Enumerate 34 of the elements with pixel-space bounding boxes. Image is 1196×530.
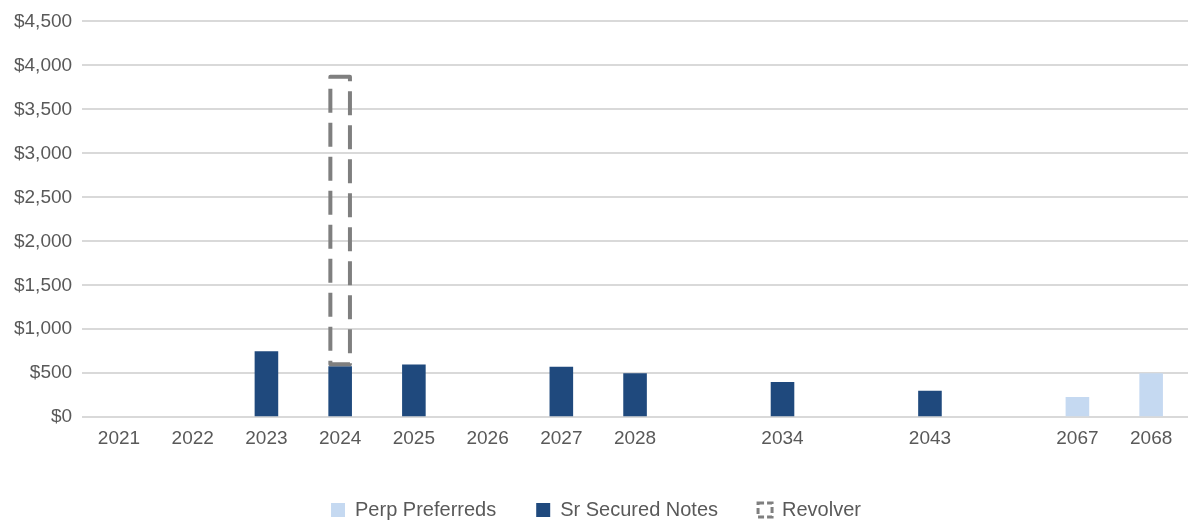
- legend-label: Perp Preferreds: [355, 497, 497, 520]
- bar: [254, 351, 279, 417]
- y-tick-label: $2,500: [13, 185, 73, 207]
- y-tick-label: $1,500: [13, 273, 73, 295]
- y-tick-label: $0: [50, 405, 73, 427]
- bar: [549, 366, 574, 417]
- y-tick-label: $4,000: [13, 53, 73, 75]
- y-tick-label: $2,000: [13, 229, 73, 251]
- x-tick-label: 2023: [245, 426, 288, 448]
- y-tick-label: $3,500: [13, 97, 73, 119]
- legend-label: Sr Secured Notes: [560, 497, 719, 520]
- y-tick-label: $3,000: [13, 141, 73, 163]
- y-tick-label: $1,000: [13, 317, 73, 339]
- bar: [918, 390, 942, 417]
- x-tick-label: 2026: [466, 426, 509, 448]
- bar: [328, 366, 352, 417]
- y-tick-label: $4,500: [13, 9, 73, 31]
- bar: [402, 364, 426, 417]
- x-tick-label: 2068: [1130, 426, 1173, 448]
- x-tick-label: 2067: [1056, 426, 1099, 448]
- x-tick-label: 2021: [97, 426, 141, 448]
- y-tick-label: $500: [29, 361, 73, 383]
- bar: [1139, 373, 1163, 417]
- x-tick-label: 2024: [319, 426, 362, 448]
- x-tick-label: 2034: [761, 426, 805, 448]
- x-tick-label: 2043: [908, 426, 952, 448]
- x-tick-label: 2027: [540, 426, 583, 448]
- bar: [770, 382, 795, 417]
- x-tick-label: 2022: [171, 426, 214, 448]
- x-tick-label: 2028: [613, 426, 657, 448]
- bar: [623, 373, 647, 417]
- legend-label: Revolver: [782, 497, 862, 520]
- bar: [1065, 396, 1090, 417]
- x-tick-label: 2025: [392, 426, 436, 448]
